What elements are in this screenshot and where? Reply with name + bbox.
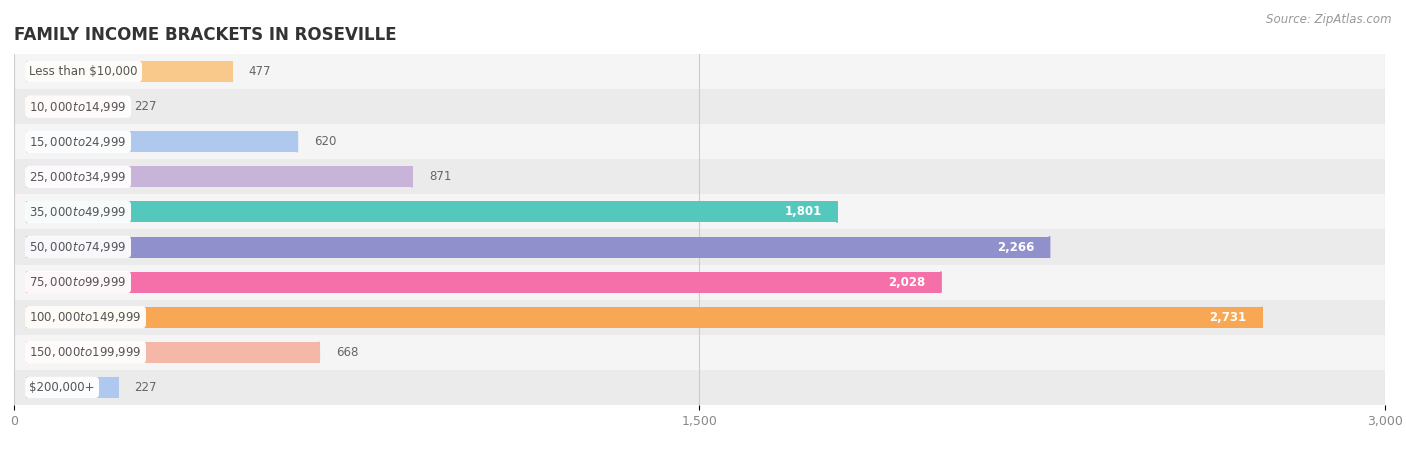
Text: $50,000 to $74,999: $50,000 to $74,999 — [30, 240, 127, 254]
Bar — [27, 377, 118, 398]
Text: Less than $10,000: Less than $10,000 — [30, 65, 138, 78]
Text: $200,000+: $200,000+ — [30, 381, 96, 394]
Bar — [14, 124, 1385, 159]
Bar — [27, 237, 1049, 257]
Bar — [14, 159, 1385, 194]
Text: Source: ZipAtlas.com: Source: ZipAtlas.com — [1267, 14, 1392, 27]
Bar — [14, 230, 1385, 265]
Text: FAMILY INCOME BRACKETS IN ROSEVILLE: FAMILY INCOME BRACKETS IN ROSEVILLE — [14, 26, 396, 44]
Bar — [27, 61, 232, 82]
Text: $35,000 to $49,999: $35,000 to $49,999 — [30, 205, 127, 219]
Text: 2,731: 2,731 — [1209, 311, 1247, 324]
Bar — [14, 370, 1385, 405]
Bar — [27, 307, 1263, 328]
Text: 2,266: 2,266 — [997, 241, 1035, 253]
Text: 227: 227 — [135, 100, 157, 113]
Text: $100,000 to $149,999: $100,000 to $149,999 — [30, 310, 142, 324]
Bar — [14, 335, 1385, 370]
Bar — [27, 96, 118, 117]
Bar — [27, 342, 319, 363]
Bar — [27, 131, 298, 152]
Text: 668: 668 — [336, 346, 359, 359]
Text: $75,000 to $99,999: $75,000 to $99,999 — [30, 275, 127, 289]
Text: $150,000 to $199,999: $150,000 to $199,999 — [30, 345, 142, 360]
Bar — [14, 300, 1385, 335]
Text: $15,000 to $24,999: $15,000 to $24,999 — [30, 135, 127, 149]
Bar — [14, 89, 1385, 124]
Bar — [27, 202, 837, 222]
Text: 620: 620 — [314, 135, 336, 148]
Text: 227: 227 — [135, 381, 157, 394]
Text: $25,000 to $34,999: $25,000 to $34,999 — [30, 170, 127, 184]
Bar — [14, 54, 1385, 89]
Text: 477: 477 — [249, 65, 271, 78]
Bar — [14, 265, 1385, 300]
Text: 2,028: 2,028 — [889, 276, 925, 288]
Text: 1,801: 1,801 — [785, 206, 821, 218]
Bar — [14, 194, 1385, 230]
Text: $10,000 to $14,999: $10,000 to $14,999 — [30, 99, 127, 114]
Bar — [27, 272, 941, 292]
Text: 871: 871 — [429, 171, 451, 183]
Bar — [27, 166, 412, 187]
